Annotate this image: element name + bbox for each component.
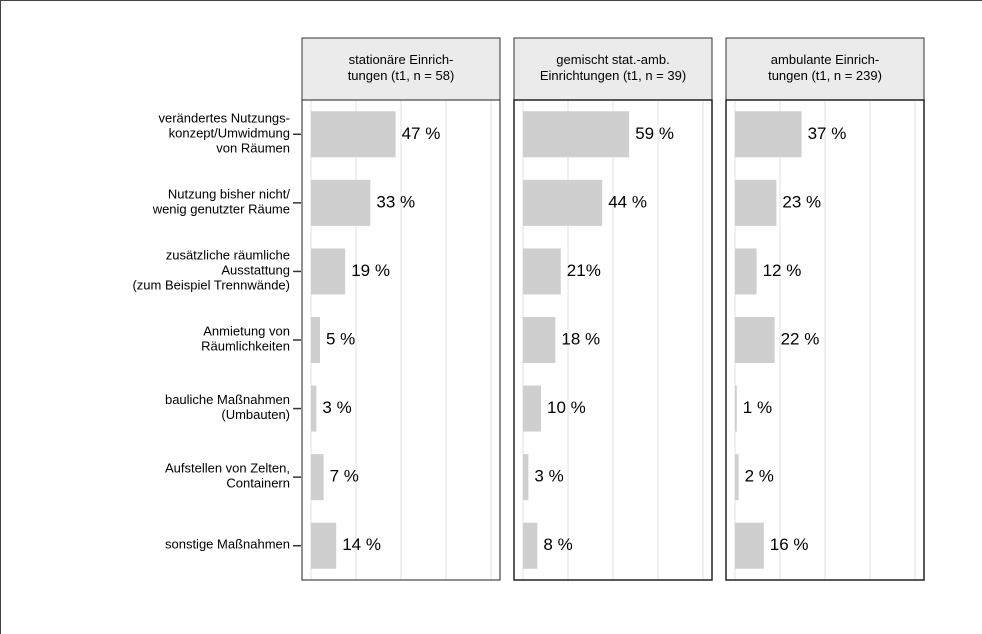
value-label: 8 % (543, 535, 572, 554)
value-label: 37 % (808, 124, 847, 143)
value-label: 16 % (770, 535, 809, 554)
panel-border (301, 99, 501, 581)
value-label: 2 % (745, 467, 774, 486)
category-label: sonstige Maßnahmen (165, 537, 290, 552)
bar (735, 454, 739, 501)
value-label: 12 % (763, 261, 802, 280)
bar (311, 385, 317, 432)
bar (311, 179, 371, 226)
value-label: 19 % (351, 261, 390, 280)
value-label: 21% (567, 261, 601, 280)
bar (523, 454, 529, 501)
value-label: 33 % (376, 192, 415, 211)
bar (311, 111, 396, 158)
value-label: 3 % (534, 467, 563, 486)
category-label: zusätzliche räumliche Ausstattung (zum Bei… (132, 248, 290, 293)
value-label: 3 % (322, 398, 351, 417)
category-label: Aufstellen von Zelten, Containern (165, 461, 290, 491)
value-label: 22 % (781, 329, 820, 348)
facet-title: ambulante Einrich-tungen (t1, n = 239) (768, 52, 882, 83)
bar (523, 248, 561, 295)
value-label: 18 % (561, 329, 600, 348)
category-label: Anmietung von Räumlichkeiten (201, 324, 290, 354)
bar (735, 385, 737, 432)
facet-title: stationäre Einrich-tungen (t1, n = 58) (348, 52, 455, 83)
value-label: 10 % (547, 398, 586, 417)
bar (523, 179, 603, 226)
value-label: 7 % (330, 467, 359, 486)
bar (311, 248, 346, 295)
bar (523, 111, 630, 158)
value-label: 59 % (635, 124, 674, 143)
category-label: Nutzung bisher nicht/wenig genutzter Räu… (152, 187, 291, 217)
value-label: 44 % (608, 192, 647, 211)
bar (735, 179, 777, 226)
category-label: bauliche Maßnahmen (Umbauten) (165, 393, 290, 423)
bar (735, 522, 764, 569)
facet-title: gemischt stat.-amb. Einrichtungen (t1, n … (540, 52, 686, 83)
bar (523, 385, 541, 432)
value-label: 23 % (782, 192, 821, 211)
bar (735, 317, 775, 363)
panel-border (725, 99, 925, 581)
category-label: verändertes Nutzungs-konzept/Umwidmung vo… (158, 111, 290, 156)
bar (523, 317, 556, 363)
bar (311, 522, 337, 569)
facet-header (301, 37, 501, 101)
value-label: 47 % (402, 124, 441, 143)
bar (311, 317, 320, 363)
panel-border (513, 99, 713, 581)
bar (735, 248, 757, 295)
value-label: 1 % (743, 398, 772, 417)
bar (311, 454, 324, 501)
bar (735, 111, 802, 158)
facet-header (513, 37, 713, 101)
bar (523, 522, 538, 569)
facet-header (725, 37, 925, 101)
value-label: 14 % (342, 535, 381, 554)
value-label: 5 % (326, 329, 355, 348)
